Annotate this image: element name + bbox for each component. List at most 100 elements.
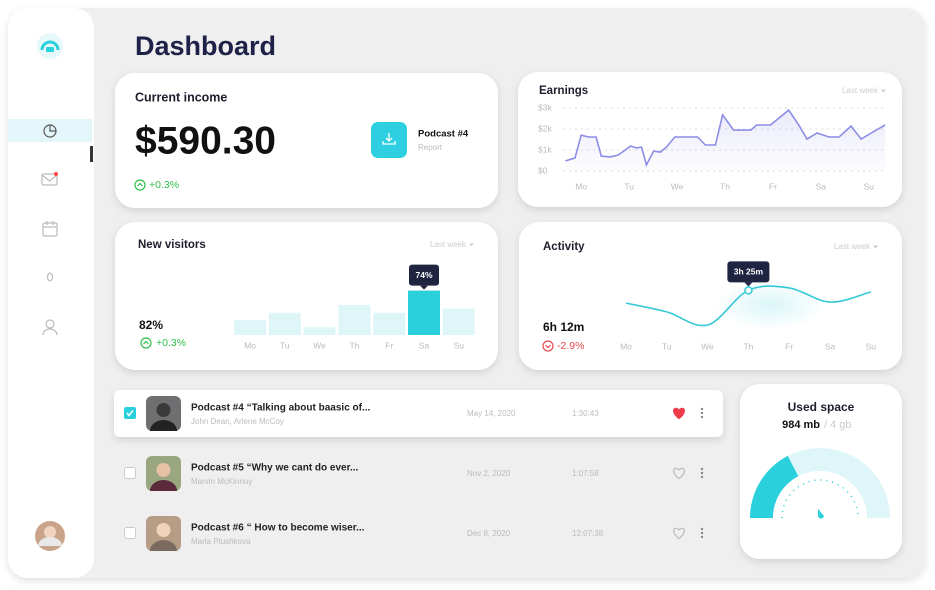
x-tick-label: Sa: [419, 340, 430, 350]
x-tick-label: Mo: [620, 341, 632, 351]
menu-dot[interactable]: [700, 411, 704, 415]
change-icon: [134, 179, 146, 191]
gauge-fill: [750, 455, 799, 518]
podcast-duration: 1:30:43: [572, 409, 599, 418]
like-button[interactable]: [673, 407, 685, 420]
checkbox[interactable]: [124, 407, 136, 419]
y-tick-label: $1k: [538, 144, 552, 154]
nav-icons[interactable]: [41, 124, 58, 336]
activity-total: 6h 12m: [543, 320, 584, 334]
podcast-authors: Marvin McKinnuy: [191, 477, 252, 486]
earnings-line: [565, 108, 886, 168]
menu-dot[interactable]: [700, 471, 704, 475]
x-tick-label: We: [671, 181, 684, 191]
gauge-inner: [773, 471, 867, 518]
earnings-card: [518, 72, 902, 207]
menu-dot[interactable]: [700, 415, 704, 419]
x-tick-label: Su: [866, 341, 877, 351]
bar: [234, 320, 266, 335]
x-tick-label: Tu: [280, 340, 290, 350]
podcast-authors: Marla Ptushkova: [191, 537, 251, 546]
change-icon: [140, 337, 152, 349]
x-tick-label: Th: [743, 341, 753, 351]
tooltip-tip: [744, 282, 753, 287]
x-tick-label: We: [313, 340, 326, 350]
x-tick-label: Tu: [662, 341, 672, 351]
storage-total: / 4 gb: [824, 419, 852, 431]
bar: [338, 305, 371, 335]
tooltip-tip: [420, 285, 428, 290]
podcast-date: Nov 2, 2020: [467, 469, 511, 478]
thumbnail-body: [150, 540, 177, 551]
bar: [373, 312, 406, 335]
gauge-needle: [817, 509, 824, 519]
checkbox[interactable]: [124, 467, 136, 479]
podcast-title: Podcast #6 “ How to become wiser...: [191, 523, 365, 534]
y-tick-label: $3k: [538, 102, 552, 112]
period-selector[interactable]: Last week: [842, 86, 879, 95]
thumbnail-body: [150, 420, 177, 431]
page-title: Dashboard: [135, 31, 276, 61]
like-button[interactable]: [673, 467, 685, 480]
caret: [881, 89, 886, 93]
y-tick-label: $0: [538, 165, 548, 175]
card-title: Current income: [135, 90, 227, 104]
activity-card: [519, 222, 902, 370]
gauge-ticks: [781, 479, 859, 519]
menu-dot[interactable]: [700, 535, 704, 539]
menu-dot[interactable]: [700, 475, 704, 479]
x-tick-label: Su: [454, 340, 465, 350]
x-tick-label: Fr: [385, 340, 393, 350]
logo: [37, 33, 63, 59]
visitors-total: 82%: [139, 318, 163, 332]
x-tick-label: Su: [864, 181, 875, 191]
card-title: Used space: [788, 400, 855, 414]
row-card: [114, 390, 723, 437]
thumbnail-body: [150, 480, 177, 491]
visitors-change: +0.3%: [156, 337, 186, 349]
x-tick-label: We: [701, 341, 714, 351]
avatar[interactable]: [35, 521, 65, 551]
nav-indicator: [90, 146, 93, 162]
podcast-duration: 12:07:38: [572, 529, 604, 538]
x-tick-label: Mo: [244, 340, 256, 350]
y-tick-label: $2k: [538, 123, 552, 133]
caret: [873, 245, 878, 249]
income-change: +0.3%: [149, 179, 179, 191]
like-button[interactable]: [673, 527, 685, 540]
menu-dot[interactable]: [700, 407, 704, 411]
x-tick-label: Sa: [825, 341, 836, 351]
income-amount: $590.30: [135, 119, 276, 162]
change-icon: [542, 340, 554, 352]
sidebar: [8, 8, 94, 578]
card-title: Earnings: [539, 85, 588, 97]
menu-dot[interactable]: [700, 527, 704, 531]
x-tick-label: Fr: [769, 181, 777, 191]
x-tick-label: Tu: [624, 181, 634, 191]
podcast-authors: John Dean, Arlene McCoy: [191, 417, 284, 426]
activity-change: -2.9%: [557, 340, 584, 352]
card-title: New visitors: [138, 239, 206, 251]
tooltip-label: 74%: [415, 270, 432, 280]
report-title: Podcast #4: [418, 129, 469, 140]
x-tick-label: Mo: [575, 181, 587, 191]
podcast-date: Dec 8, 2020: [467, 529, 511, 538]
podcast-date: May 14, 2020: [467, 409, 516, 418]
bar: [442, 308, 475, 335]
menu-dot[interactable]: [700, 531, 704, 535]
checkbox[interactable]: [124, 527, 136, 539]
thumbnail-face: [156, 523, 171, 537]
activity-marker: [744, 286, 753, 295]
change-arrow: [143, 340, 149, 345]
menu-dot[interactable]: [700, 467, 704, 471]
bar: [303, 327, 336, 335]
card-title: Activity: [543, 241, 585, 253]
activity-glow: [715, 280, 825, 330]
period-selector[interactable]: Last week: [430, 240, 467, 249]
change-arrow: [545, 344, 551, 349]
period-selector[interactable]: Last week: [834, 242, 871, 251]
x-tick-label: Sa: [816, 181, 827, 191]
x-tick-label: Th: [349, 340, 359, 350]
